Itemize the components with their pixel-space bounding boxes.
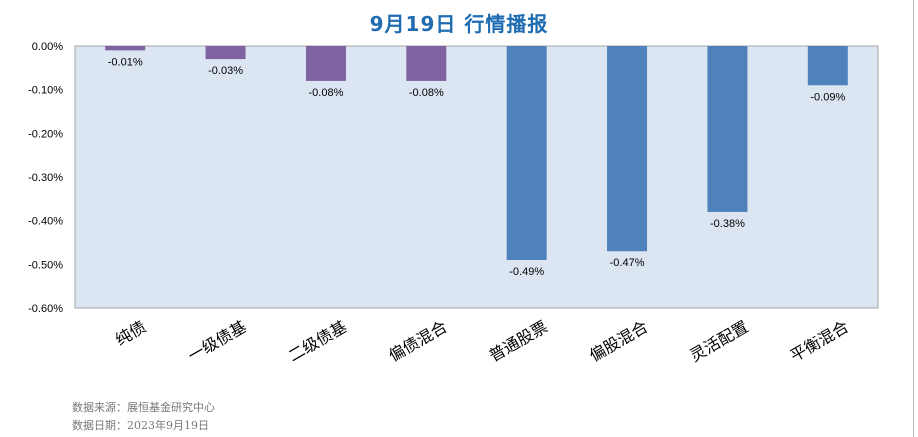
bar — [205, 46, 246, 60]
bar — [707, 46, 748, 212]
x-tick-label: 平衡混合 — [787, 317, 852, 365]
data-label: -0.08% — [409, 87, 444, 99]
y-tick-label: 0.00% — [32, 41, 63, 53]
x-tick-label: 灵活配置 — [686, 317, 751, 365]
y-tick-label: -0.30% — [28, 172, 63, 184]
data-label: -0.08% — [309, 87, 344, 99]
x-tick-label: 偏股混合 — [586, 317, 651, 365]
y-tick-label: -0.20% — [28, 128, 63, 140]
frame-edge — [913, 0, 914, 437]
data-label: -0.09% — [810, 91, 845, 103]
bar — [305, 46, 346, 81]
y-tick-label: -0.10% — [28, 85, 63, 97]
data-label: -0.49% — [509, 266, 544, 278]
chart-title: 9月19日 行情播报 — [369, 12, 549, 36]
plot-area — [74, 45, 879, 309]
y-tick-label: -0.50% — [28, 259, 63, 271]
data-label: -0.03% — [208, 65, 243, 77]
date-note: 数据日期：2023年9月19日 — [72, 419, 209, 432]
bar — [506, 46, 547, 260]
y-tick-label: -0.40% — [28, 216, 63, 228]
x-tick-label: 普通股票 — [486, 317, 551, 365]
source-note: 数据来源：展恒基金研究中心 — [72, 401, 215, 414]
x-tick-label: 一级债基 — [185, 317, 250, 365]
bar — [807, 46, 848, 86]
x-tick-label: 纯债 — [112, 317, 149, 349]
data-label: -0.47% — [610, 257, 645, 269]
bar — [607, 46, 648, 252]
x-tick-label: 二级债基 — [285, 317, 350, 365]
y-tick-label: -0.60% — [28, 303, 63, 315]
data-label: -0.38% — [710, 218, 745, 230]
data-label: -0.01% — [108, 56, 143, 68]
bar — [105, 46, 146, 51]
x-tick-label: 偏债混合 — [385, 317, 450, 365]
bar — [406, 46, 447, 81]
